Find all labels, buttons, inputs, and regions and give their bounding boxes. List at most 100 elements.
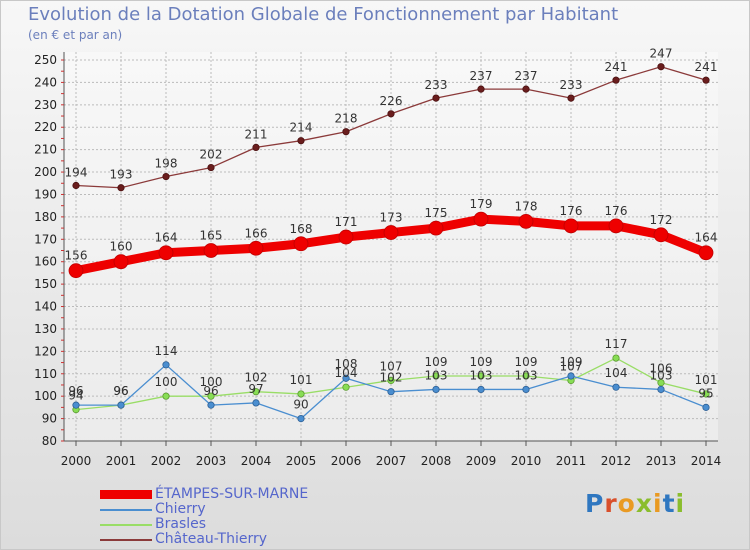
- data-point: [653, 227, 669, 243]
- legend-swatch: [100, 509, 152, 511]
- data-label: 179: [470, 197, 493, 211]
- legend-swatch: [100, 524, 152, 526]
- y-tick-label: 90: [42, 412, 57, 426]
- data-label: 101: [695, 373, 718, 387]
- data-point: [297, 137, 305, 145]
- data-point: [698, 245, 714, 261]
- axes: 8090100110120130140150160170180190200210…: [34, 52, 721, 468]
- y-tick-label: 80: [42, 434, 57, 448]
- data-point: [702, 390, 710, 398]
- data-label: 202: [200, 148, 223, 162]
- data-point: [162, 172, 170, 181]
- data-label: 97: [248, 382, 263, 396]
- x-tick-label: 2008: [421, 454, 452, 468]
- x-tick-label: 2006: [331, 454, 362, 468]
- data-label: 103: [425, 368, 448, 382]
- data-point: [252, 388, 260, 396]
- data-label: 109: [470, 355, 493, 369]
- data-point: [522, 85, 530, 93]
- data-label: 247: [650, 47, 673, 61]
- data-point: [248, 240, 264, 256]
- data-labels: 194 193 198 202 211 214 218 226 233 237 237 233 241 2…: [65, 47, 718, 412]
- y-tick-label: 140: [34, 300, 57, 314]
- data-label: 96: [113, 384, 128, 398]
- y-tick-label: 110: [34, 367, 57, 381]
- data-label: 218: [335, 112, 358, 126]
- legend-label: ÉTAMPES-SUR-MARNE: [155, 486, 309, 502]
- legend-swatch: [100, 539, 152, 541]
- y-tick-label: 210: [34, 143, 57, 157]
- data-label: 173: [380, 211, 403, 225]
- data-point: [338, 229, 354, 245]
- data-label: 104: [335, 366, 358, 380]
- x-tick-label: 2004: [241, 454, 272, 468]
- data-label: 103: [515, 368, 538, 382]
- data-label: 117: [605, 337, 628, 351]
- data-label: 104: [605, 366, 628, 380]
- data-point: [162, 361, 170, 369]
- data-point: [612, 76, 620, 84]
- data-label: 109: [425, 355, 448, 369]
- data-label: 109: [515, 355, 538, 369]
- x-tick-label: 2002: [151, 454, 182, 468]
- data-point: [432, 372, 440, 380]
- data-label: 164: [155, 231, 178, 245]
- data-point: [477, 372, 485, 380]
- data-label: 226: [380, 94, 403, 108]
- x-tick-label: 2014: [691, 454, 722, 468]
- data-label: 172: [650, 213, 673, 227]
- data-point: [68, 263, 84, 279]
- data-point: [428, 220, 444, 236]
- data-label: 164: [695, 231, 718, 245]
- data-label: 241: [605, 60, 628, 74]
- data-point: [657, 385, 665, 394]
- legend-label: Chierry: [155, 501, 206, 517]
- y-tick-label: 130: [34, 322, 57, 336]
- proxiti-logo: Proxiti: [585, 489, 685, 518]
- data-label: 90: [293, 398, 308, 412]
- x-tick-label: 2009: [466, 454, 497, 468]
- data-point: [387, 388, 395, 396]
- y-tick-label: 250: [34, 53, 57, 67]
- data-point: [72, 181, 80, 190]
- data-label: 176: [560, 204, 583, 218]
- data-point: [342, 374, 350, 382]
- data-label: 101: [290, 373, 313, 387]
- data-point: [342, 383, 350, 391]
- data-label: 237: [515, 69, 538, 83]
- data-point: [387, 376, 395, 385]
- data-point: [567, 94, 575, 102]
- data-point: [608, 218, 624, 234]
- data-label: 176: [605, 204, 628, 218]
- data-point: [72, 401, 80, 409]
- data-label: 237: [470, 69, 493, 83]
- legend-label: Château-Thierry: [155, 531, 268, 547]
- legend: ÉTAMPES-SUR-MARNE Chierry Brasles Châtea…: [100, 486, 420, 547]
- data-label: 160: [110, 240, 133, 254]
- data-label: 165: [200, 229, 223, 243]
- data-point: [702, 76, 710, 84]
- data-point: [477, 85, 485, 93]
- data-point: [342, 128, 350, 136]
- y-tick-label: 200: [34, 165, 57, 179]
- data-label: 94: [68, 389, 83, 403]
- series-1: [72, 361, 710, 423]
- y-tick-label: 100: [34, 389, 57, 403]
- data-point: [612, 383, 620, 391]
- data-point: [383, 225, 399, 240]
- data-point: [207, 163, 215, 172]
- data-label: 156: [65, 249, 88, 263]
- x-tick-label: 2003: [196, 454, 227, 468]
- y-tick-label: 180: [34, 210, 57, 224]
- data-point: [518, 213, 534, 229]
- logo-letter: i: [653, 489, 663, 518]
- y-tick-label: 230: [34, 98, 57, 112]
- logo-letter: t: [662, 489, 676, 518]
- y-tick-label: 220: [34, 120, 57, 134]
- data-label: 114: [155, 344, 178, 358]
- data-label: 166: [245, 226, 268, 240]
- y-tick-label: 190: [34, 187, 57, 201]
- data-point: [297, 390, 305, 398]
- logo-letter: x: [635, 489, 653, 518]
